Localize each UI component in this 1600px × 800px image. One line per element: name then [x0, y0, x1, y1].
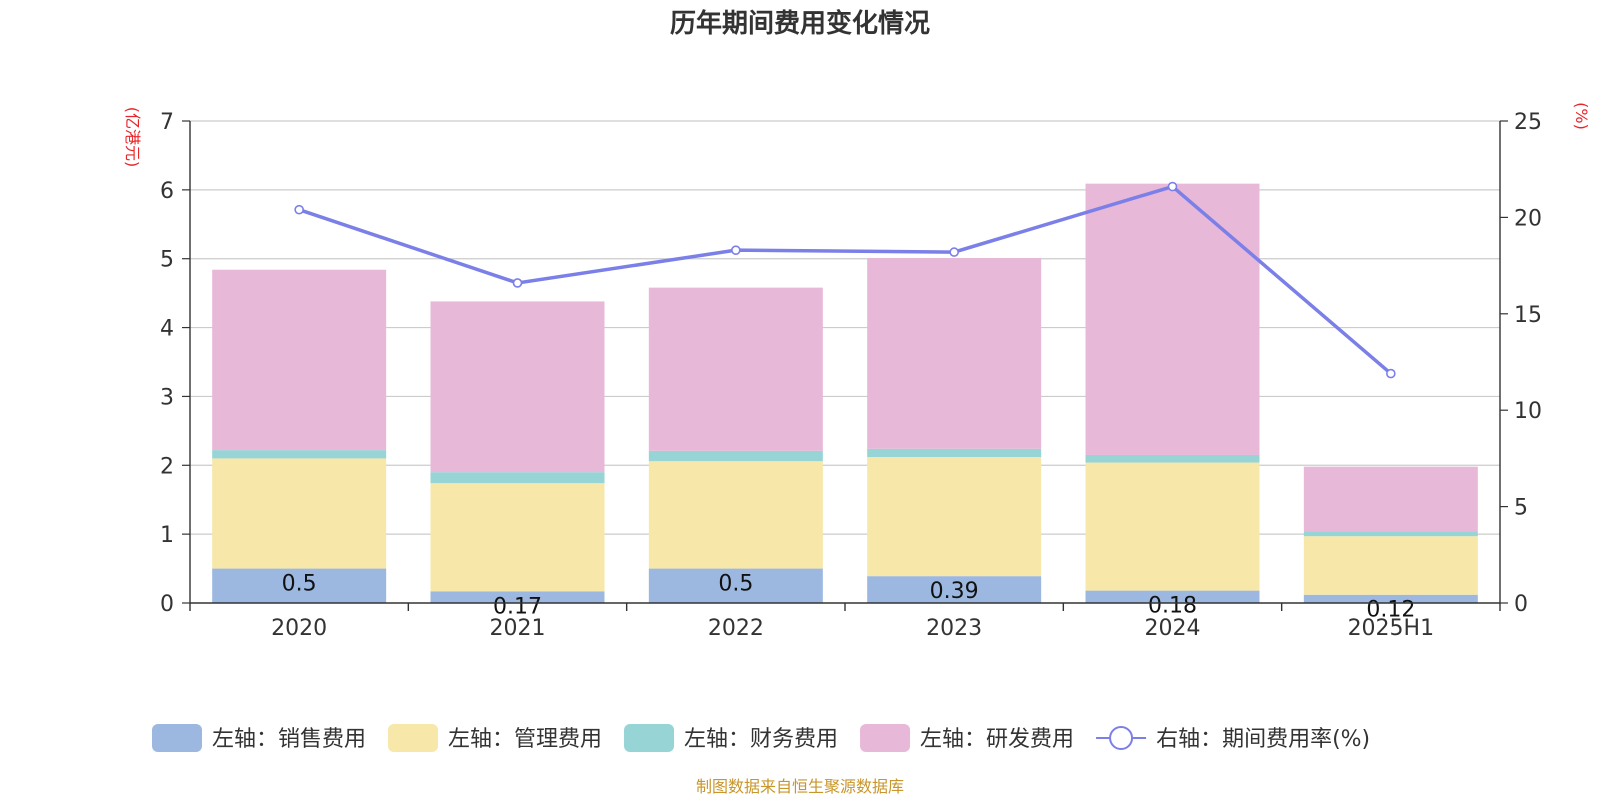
right-axis-unit-label: (%): [1572, 102, 1591, 130]
legend-item-5[interactable]: 右轴：期间费用率(%): [1096, 726, 1370, 752]
bars-layer: 0.5 0.17 0.5 0.39 0.18 0.12: [212, 183, 1478, 623]
bar-segment-1: [1085, 590, 1260, 603]
bar-segment-2: [1085, 462, 1260, 591]
legend-item-4[interactable]: 左轴：研发费用: [860, 724, 1074, 752]
legend-label: 左轴：销售费用: [212, 727, 366, 752]
bar-data-label: 0.18: [1148, 594, 1197, 619]
x-axis-tick-label: 2023: [926, 616, 982, 641]
bar-segment-3: [648, 450, 823, 462]
legend-label: 右轴：期间费用率(%): [1156, 727, 1370, 752]
left-axis-tick-label: 2: [160, 454, 174, 479]
legend-swatch: [152, 724, 202, 752]
rate-line: [298, 184, 1392, 375]
left-axis-tick-label: 5: [160, 248, 174, 273]
rate-point: [294, 204, 304, 215]
bar-segment-2: [648, 461, 823, 569]
x-axis-tick-label: 2020: [271, 616, 327, 641]
right-axis-tick-label: 25: [1514, 110, 1542, 135]
legend-circle-marker: [1109, 726, 1134, 750]
rate-point: [949, 247, 959, 257]
bar-segment-4: [1303, 466, 1478, 532]
bar-segment-1: [1303, 594, 1478, 603]
rate-point: [512, 278, 523, 288]
source-note: 制图数据来自恒生聚源数据库: [696, 777, 904, 796]
bar-segment-1: [212, 568, 387, 603]
bar-data-label: 0.12: [1366, 598, 1415, 623]
bar-segment-2: [430, 483, 605, 592]
bar-segment-3: [867, 448, 1042, 458]
gridlines: [190, 120, 1500, 535]
axes-layer: 0 1 2 3 4 5 6 7 0 5 10 15 20 25 2020 2021 2022 2023 2024 20…: [160, 110, 1542, 641]
rate-point: [1167, 181, 1178, 192]
legend-label: 左轴：研发费用: [920, 727, 1074, 752]
right-axis-tick-label: 20: [1514, 206, 1542, 231]
bar-segment-3: [1303, 531, 1478, 537]
bar-data-label: 0.17: [493, 594, 542, 619]
bar-data-label: 0.39: [930, 579, 979, 604]
left-axis-unit-label: (亿港元): [123, 107, 142, 168]
bar-segment-2: [1303, 536, 1478, 595]
bar-segment-1: [867, 576, 1042, 603]
bar-segment-3: [1085, 454, 1260, 463]
bar-segment-4: [648, 287, 823, 451]
left-axis-tick-label: 7: [160, 110, 174, 135]
bar-segment-2: [867, 457, 1042, 577]
x-axis-tick-label: 2024: [1145, 616, 1201, 641]
legend-item-2[interactable]: 左轴：管理费用: [388, 724, 602, 752]
bar-segment-1: [648, 568, 823, 603]
legend-swatch: [388, 724, 439, 752]
bar-segment-4: [1085, 183, 1260, 455]
bar-data-label: 0.5: [718, 572, 753, 597]
left-axis-tick-label: 1: [160, 523, 174, 548]
line-layer: [294, 181, 1396, 379]
bar-segment-3: [430, 472, 605, 484]
bar-segment-2: [212, 458, 387, 569]
legend-label: 左轴：财务费用: [684, 727, 838, 752]
bar-segment-3: [212, 450, 387, 459]
rate-point: [731, 245, 741, 255]
x-axis-tick-label: 2021: [490, 616, 546, 641]
left-axis-tick-label: 6: [160, 179, 174, 204]
rate-point: [1386, 368, 1396, 379]
legend-item-3[interactable]: 左轴：财务费用: [624, 724, 838, 752]
right-axis-tick-label: 15: [1514, 303, 1542, 328]
right-axis-tick-label: 0: [1514, 592, 1528, 617]
bar-segment-1: [430, 591, 605, 603]
bar-data-label: 0.5: [282, 572, 317, 597]
left-axis-tick-label: 0: [160, 592, 174, 617]
x-axis-tick-label: 2022: [708, 616, 764, 641]
bar-segment-4: [430, 301, 605, 473]
right-axis-tick-label: 5: [1514, 496, 1528, 521]
legend-swatch: [860, 724, 911, 752]
left-axis-tick-label: 4: [160, 317, 174, 342]
bar-segment-4: [867, 258, 1042, 449]
legend-item-1[interactable]: 左轴：销售费用: [152, 724, 366, 752]
chart-title: 历年期间费用变化情况: [670, 8, 930, 39]
left-axis-tick-label: 3: [160, 385, 174, 410]
legend-swatch: [624, 724, 675, 752]
x-axis-tick-label: 2025H1: [1348, 616, 1435, 641]
right-axis-tick-label: 10: [1514, 399, 1542, 424]
legend-label: 左轴：管理费用: [448, 727, 602, 752]
legend: 左轴：销售费用 左轴：管理费用 左轴：财务费用 左轴：研发费用 右轴：期间费用率(%): [152, 724, 1370, 752]
bar-segment-4: [212, 269, 387, 451]
